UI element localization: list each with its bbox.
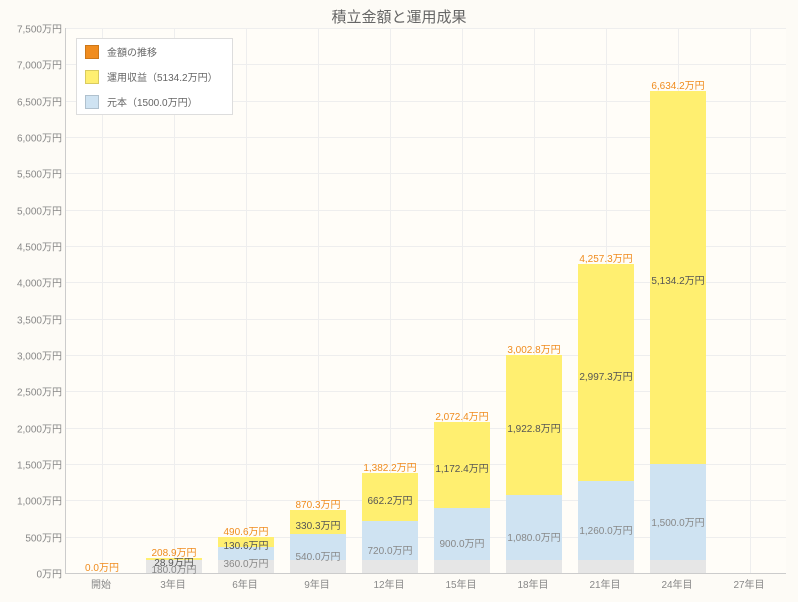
bar-profit-label: 2,997.3万円 — [579, 368, 632, 383]
bar-total-label: 1,382.2万円 — [363, 459, 416, 474]
bar-principal-label: 900.0万円 — [439, 535, 484, 550]
bar — [362, 473, 418, 573]
x-axis-label: 6年目 — [232, 576, 258, 591]
bar-profit-label: 5,134.2万円 — [651, 272, 704, 287]
x-axis-label: 15年目 — [445, 576, 476, 591]
bar-principal-label: 180.0万円 — [151, 561, 196, 576]
legend-label: 金額の推移 — [107, 44, 157, 59]
bar-principal-label: 1,500.0万円 — [651, 514, 704, 529]
legend-item: 元本（1500.0万円） — [77, 89, 232, 114]
y-axis-label: 3,500万円 — [17, 311, 62, 326]
y-axis-label: 6,000万円 — [17, 130, 62, 145]
x-axis-label: 開始 — [91, 576, 111, 591]
y-axis-label: 6,500万円 — [17, 93, 62, 108]
bar-profit-label: 330.3万円 — [295, 517, 340, 532]
bar-profit-label: 1,922.8万円 — [507, 420, 560, 435]
bar — [434, 422, 490, 573]
bar-total-label: 0.0万円 — [85, 559, 119, 574]
y-axis-label: 4,000万円 — [17, 275, 62, 290]
bar-principal-label: 360.0万円 — [223, 555, 268, 570]
y-axis-label: 5,500万円 — [17, 166, 62, 181]
bar-total-label: 4,257.3万円 — [579, 250, 632, 265]
y-axis-label: 500万円 — [25, 529, 62, 544]
bar-total-label: 2,072.4万円 — [435, 408, 488, 423]
bar-principal-label: 1,080.0万円 — [507, 529, 560, 544]
y-axis-label: 7,500万円 — [17, 21, 62, 36]
x-axis-label: 18年目 — [517, 576, 548, 591]
x-axis-label: 3年目 — [160, 576, 186, 591]
legend-label: 運用収益（5134.2万円） — [107, 69, 218, 84]
bar — [650, 91, 706, 573]
y-axis-label: 1,000万円 — [17, 493, 62, 508]
y-axis-label: 2,500万円 — [17, 384, 62, 399]
legend-item: 運用収益（5134.2万円） — [77, 64, 232, 89]
legend-label: 元本（1500.0万円） — [107, 94, 198, 109]
bar-profit-label: 1,172.4万円 — [435, 460, 488, 475]
bar-total-label: 3,002.8万円 — [507, 341, 560, 356]
x-axis-label: 27年目 — [733, 576, 764, 591]
y-axis-label: 7,000万円 — [17, 57, 62, 72]
y-axis-label: 0万円 — [36, 566, 62, 581]
legend-swatch — [85, 70, 99, 84]
bar-total-label: 870.3万円 — [295, 496, 340, 511]
bar-principal-label: 1,260.0万円 — [579, 522, 632, 537]
legend: 金額の推移 運用収益（5134.2万円） 元本（1500.0万円） — [76, 38, 233, 115]
y-axis-label: 4,500万円 — [17, 239, 62, 254]
bar-profit-label: 130.6万円 — [223, 537, 268, 552]
legend-swatch — [85, 95, 99, 109]
bar-principal-label: 720.0万円 — [367, 542, 412, 557]
chart-title: 積立金額と運用成果 — [0, 6, 798, 27]
legend-item: 金額の推移 — [77, 39, 232, 64]
bar-total-label: 6,634.2万円 — [651, 77, 704, 92]
x-axis-label: 9年目 — [304, 576, 330, 591]
legend-swatch — [85, 45, 99, 59]
chart-container: 積立金額と運用成果 0.0万円208.9万円28.9万円180.0万円490.6… — [0, 0, 798, 602]
y-axis-label: 3,000万円 — [17, 348, 62, 363]
x-axis-label: 12年目 — [373, 576, 404, 591]
bar-profit-label: 662.2万円 — [367, 492, 412, 507]
x-axis-label: 24年目 — [661, 576, 692, 591]
bar-principal-label: 540.0万円 — [295, 548, 340, 563]
y-axis-label: 2,000万円 — [17, 420, 62, 435]
y-axis-label: 1,500万円 — [17, 457, 62, 472]
x-axis-label: 21年目 — [589, 576, 620, 591]
y-axis-label: 5,000万円 — [17, 202, 62, 217]
bar-total-label: 490.6万円 — [223, 523, 268, 538]
